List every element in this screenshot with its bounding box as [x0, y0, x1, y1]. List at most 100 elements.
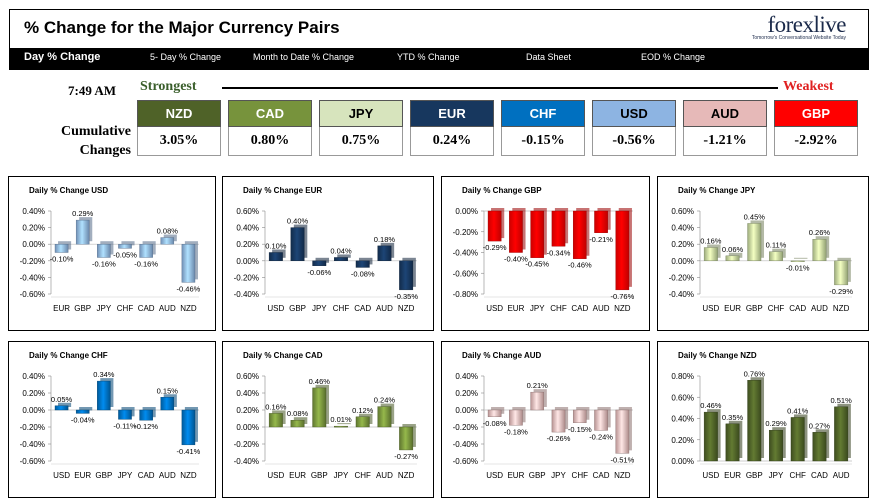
y-tick-label: -0.20% [453, 423, 478, 432]
y-tick-label: 0.40% [671, 224, 694, 233]
data-label: 0.27% [809, 421, 831, 430]
data-label: -0.24% [589, 432, 613, 441]
y-tick-label: -0.20% [20, 423, 45, 432]
forexlive-logo[interactable]: forexlive Tomorrow's Conversational Webs… [706, 12, 847, 46]
tab-data-sheet[interactable]: Data Sheet [526, 52, 572, 62]
bar [487, 409, 502, 418]
bar [615, 210, 630, 291]
chart-panel-jpy: Daily % Change JPY 0.60% 0.40% 0.20% 0.00% -0… [657, 176, 869, 331]
data-label: -0.15% [568, 425, 592, 434]
bar-depth [315, 257, 330, 263]
chart-title: Daily % Change USD [29, 186, 108, 195]
y-tick-label: 0.40% [671, 415, 694, 424]
data-label: -0.16% [134, 259, 158, 268]
data-label: 0.34% [93, 370, 115, 379]
tab-5-day-change[interactable]: 5- Day % Change [150, 52, 222, 62]
bar [312, 387, 327, 428]
y-tick-label: -0.40% [453, 249, 478, 258]
bar-chart: Daily % Change AUD0.40%0.20%0.00%-0.20%-… [453, 351, 635, 480]
data-label: -0.45% [525, 260, 549, 269]
chart-panel-chf: Daily % Change CHF 0.40% 0.20% 0.00% -0.20% -… [8, 341, 216, 498]
data-label: -0.40% [504, 255, 528, 264]
x-category-label: CHF [354, 471, 371, 480]
currency-code: JPY [319, 100, 403, 127]
tab-day-change[interactable]: Day % Change [24, 51, 101, 63]
bar [377, 406, 392, 428]
x-category-label: CHF [789, 471, 806, 480]
bar [769, 251, 783, 261]
data-label: 0.12% [352, 406, 374, 415]
y-tick-label: -0.20% [234, 273, 259, 282]
strength-scale-line [222, 87, 778, 89]
x-category-label: GBP [311, 471, 328, 480]
bar [530, 391, 545, 411]
data-label: 0.51% [831, 396, 853, 405]
tab-eod-change[interactable]: EOD % Change [641, 52, 706, 62]
currency-box-gbp: GBP -2.92% [774, 100, 858, 156]
data-label: 0.08% [287, 409, 309, 418]
bar [118, 243, 132, 249]
bar [725, 255, 740, 261]
y-tick-label: 0.20% [455, 389, 478, 398]
y-tick-label: 0.60% [671, 393, 694, 402]
x-category-label: JPY [118, 471, 133, 480]
data-label: 0.45% [744, 212, 766, 221]
bar [139, 409, 153, 421]
x-category-label: NZD [180, 471, 197, 480]
page-title: % Change for the Major Currency Pairs [24, 18, 340, 37]
y-tick-label: 0.00% [671, 257, 694, 266]
y-tick-label: -0.20% [20, 257, 45, 266]
bar [54, 405, 69, 411]
bar [75, 219, 90, 245]
bar-depth [58, 402, 72, 407]
tab-month-to-date-change[interactable]: Month to Date % Change [253, 52, 355, 62]
x-category-label: USD [486, 471, 503, 480]
y-tick-label: 0.00% [22, 240, 45, 249]
bar [703, 411, 718, 462]
data-label: 0.76% [744, 369, 766, 378]
data-label: -0.01% [786, 264, 810, 273]
header: % Change for the Major Currency Pairs fo… [9, 9, 869, 70]
cumulative-label-line2: Changes [79, 143, 131, 158]
bar [615, 409, 630, 454]
x-category-label: CHF [117, 304, 134, 313]
currency-code: NZD [137, 100, 221, 127]
data-label: -0.05% [113, 250, 137, 259]
y-tick-label: 0.00% [236, 423, 259, 432]
data-label: 0.46% [309, 377, 331, 386]
y-tick-label: 0.80% [671, 372, 694, 381]
x-category-label: GBP [746, 304, 763, 313]
data-label: -0.21% [589, 235, 613, 244]
data-label: -0.27% [394, 452, 418, 461]
bar [75, 409, 90, 414]
y-tick-label: 0.00% [671, 457, 694, 466]
currency-box-eur: EUR 0.24% [410, 100, 494, 156]
chart-title: Daily % Change AUD [462, 351, 541, 360]
currency-box-aud: AUD -1.21% [683, 100, 767, 156]
tab-ytd-change[interactable]: YTD % Change [397, 52, 460, 62]
x-category-label: EUR [289, 471, 306, 480]
data-label: -0.16% [92, 259, 116, 268]
x-category-label: AUD [811, 304, 828, 313]
x-category-label: GBP [95, 471, 112, 480]
y-tick-label: -0.40% [234, 457, 259, 466]
bar [790, 260, 805, 263]
data-label: -0.29% [483, 243, 507, 252]
x-category-label: JPY [334, 471, 349, 480]
bar-depth [121, 241, 135, 246]
x-category-label: JPY [97, 304, 112, 313]
x-category-label: CHF [768, 304, 785, 313]
bar [747, 380, 762, 462]
x-category-label: CAD [138, 471, 155, 480]
bar [97, 243, 111, 258]
data-label: -0.12% [134, 422, 158, 431]
bar [747, 223, 762, 261]
bar [725, 423, 740, 462]
bar [97, 380, 111, 411]
data-label: -0.51% [610, 455, 634, 464]
y-tick-label: -0.40% [669, 290, 694, 299]
currency-box-jpy: JPY 0.75% [319, 100, 403, 156]
bar [181, 409, 196, 446]
y-tick-label: 0.20% [671, 240, 694, 249]
currency-cumulative-value: -0.56% [592, 127, 676, 156]
